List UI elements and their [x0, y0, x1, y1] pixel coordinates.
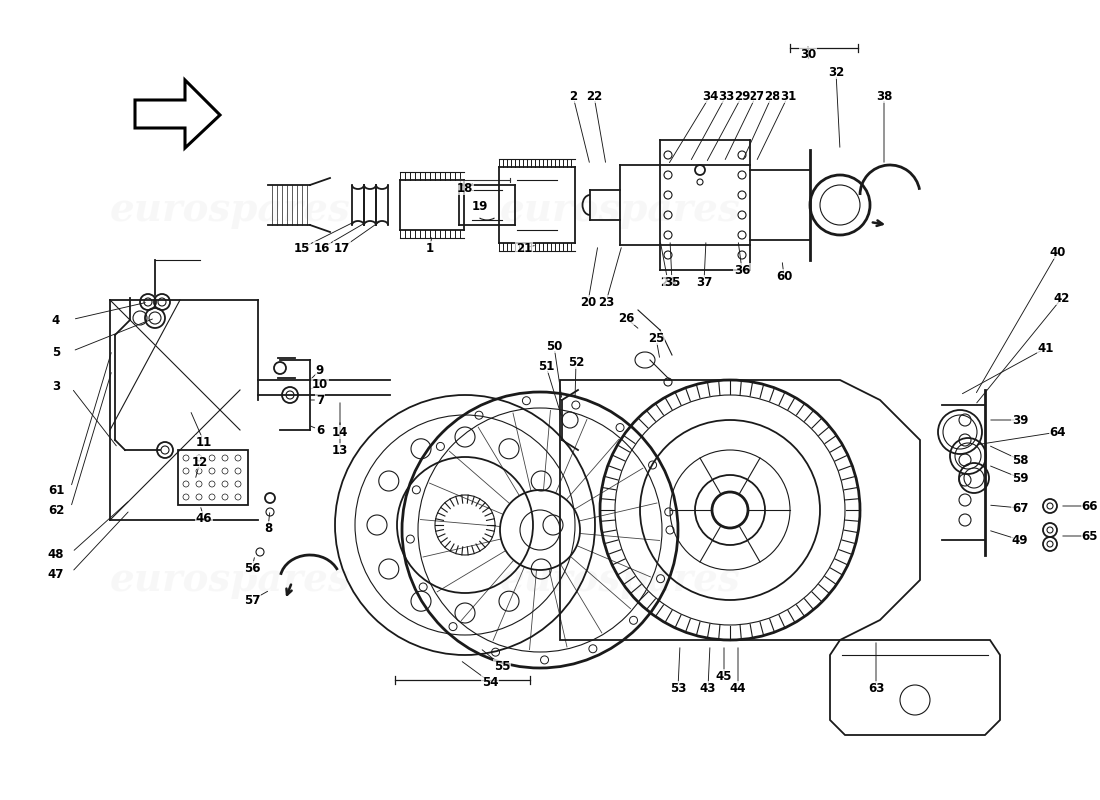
Text: 62: 62: [47, 503, 64, 517]
Text: 46: 46: [196, 511, 212, 525]
Text: 2: 2: [569, 90, 578, 102]
Text: 51: 51: [538, 359, 554, 373]
Text: 10: 10: [312, 378, 328, 391]
Text: eurospares: eurospares: [110, 191, 351, 229]
Text: 29: 29: [734, 90, 750, 102]
Text: 1: 1: [426, 242, 434, 254]
Text: 21: 21: [516, 242, 532, 254]
Text: 43: 43: [700, 682, 716, 694]
Text: 59: 59: [1012, 471, 1028, 485]
Text: 66: 66: [1081, 499, 1098, 513]
Text: 16: 16: [314, 242, 330, 254]
Text: 30: 30: [800, 47, 816, 61]
Text: 65: 65: [1081, 530, 1098, 542]
Text: 36: 36: [734, 263, 750, 277]
Text: 63: 63: [868, 682, 884, 694]
Text: 53: 53: [670, 682, 686, 694]
Text: 60: 60: [776, 270, 792, 282]
Text: 61: 61: [47, 483, 64, 497]
Text: 56: 56: [244, 562, 261, 574]
Text: 42: 42: [1054, 291, 1070, 305]
Text: 25: 25: [648, 331, 664, 345]
Text: 7: 7: [316, 394, 324, 406]
Text: 48: 48: [47, 547, 64, 561]
Text: 34: 34: [702, 90, 718, 102]
Text: eurospares: eurospares: [499, 191, 740, 229]
Text: 3: 3: [52, 379, 60, 393]
Text: 49: 49: [1012, 534, 1028, 546]
Text: 15: 15: [294, 242, 310, 254]
Text: 13: 13: [332, 443, 348, 457]
Text: 27: 27: [748, 90, 764, 102]
Text: 67: 67: [1012, 502, 1028, 514]
Text: 52: 52: [568, 355, 584, 369]
Text: 12: 12: [191, 455, 208, 469]
Text: 58: 58: [1012, 454, 1028, 466]
Text: 20: 20: [580, 295, 596, 309]
Text: 4: 4: [52, 314, 60, 326]
Text: 24: 24: [660, 275, 676, 289]
Text: 22: 22: [586, 90, 602, 102]
Text: 11: 11: [196, 435, 212, 449]
Bar: [178, 450, 248, 505]
Text: 19: 19: [472, 199, 488, 213]
Text: 38: 38: [876, 90, 892, 102]
Text: 40: 40: [1049, 246, 1066, 258]
Text: eurospares: eurospares: [499, 561, 740, 599]
Text: 55: 55: [494, 659, 510, 673]
Text: 18: 18: [456, 182, 473, 194]
Text: 33: 33: [718, 90, 734, 102]
Text: 50: 50: [546, 339, 562, 353]
Text: 6: 6: [316, 423, 324, 437]
Text: 17: 17: [334, 242, 350, 254]
Text: 64: 64: [1049, 426, 1066, 438]
Text: 35: 35: [663, 275, 680, 289]
Text: 32: 32: [828, 66, 844, 78]
Text: 14: 14: [332, 426, 349, 438]
Text: eurospares: eurospares: [110, 561, 351, 599]
Text: 23: 23: [598, 295, 614, 309]
Text: 54: 54: [482, 675, 498, 689]
Text: 47: 47: [47, 567, 64, 581]
Text: 26: 26: [618, 311, 635, 325]
Text: 28: 28: [763, 90, 780, 102]
Text: 39: 39: [1012, 414, 1028, 426]
Text: 9: 9: [316, 363, 324, 377]
Text: 45: 45: [716, 670, 733, 682]
Text: 5: 5: [52, 346, 60, 358]
Text: 44: 44: [729, 682, 746, 694]
Polygon shape: [135, 80, 220, 148]
Text: 57: 57: [244, 594, 261, 606]
Text: 37: 37: [696, 275, 712, 289]
Text: 41: 41: [1037, 342, 1054, 354]
Text: 31: 31: [780, 90, 796, 102]
Text: 8: 8: [264, 522, 272, 534]
